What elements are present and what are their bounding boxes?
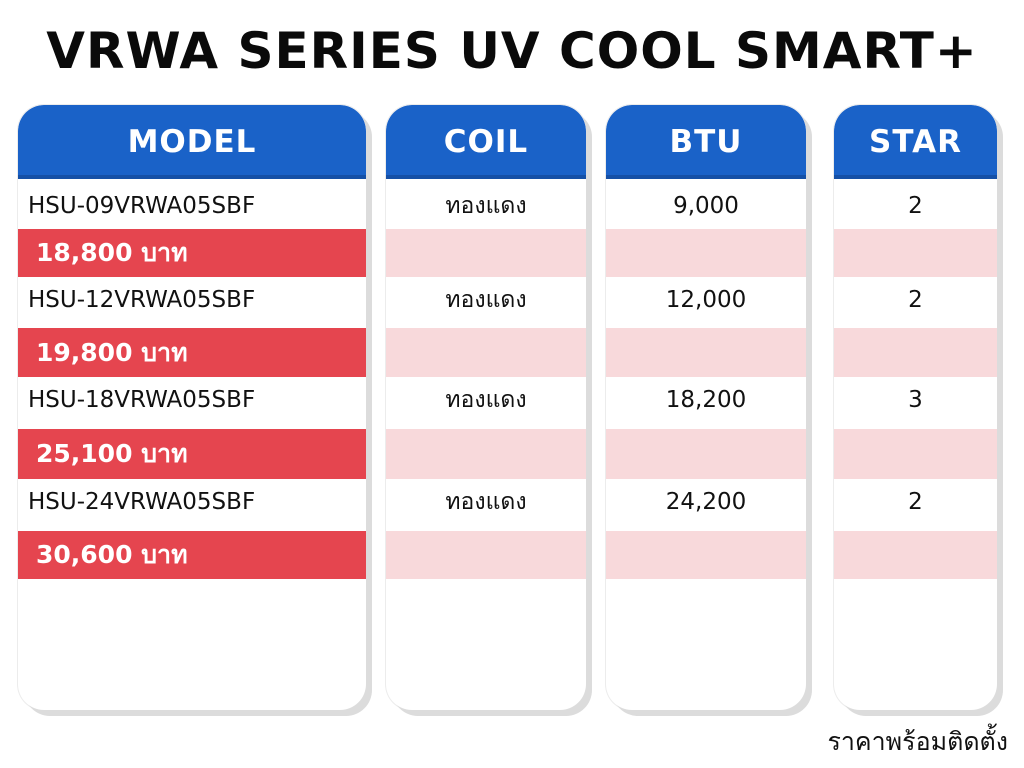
btu-column-header: BTU — [606, 105, 806, 179]
page-title: VRWA SERIES UV COOL SMART+ — [46, 22, 978, 80]
price-cell-2: 19,800 บาท — [18, 328, 366, 377]
model-cell-3: HSU-18VRWA05SBF — [28, 387, 256, 413]
coil-cell-3: ทองแดง — [445, 387, 527, 413]
model-cell-2: HSU-12VRWA05SBF — [28, 287, 256, 313]
model-column-header: MODEL — [18, 105, 366, 179]
coil-band-1 — [386, 229, 586, 277]
btu-cell-4: 24,200 — [665, 489, 747, 515]
btu-band-3 — [606, 429, 806, 479]
star-cell-4: 2 — [908, 489, 923, 515]
coil-cell-1: ทองแดง — [445, 193, 527, 219]
model-cell-4: HSU-24VRWA05SBF — [28, 489, 256, 515]
price-cell-4: 30,600 บาท — [18, 531, 366, 579]
star-column: STAR 2 2 3 2 — [834, 105, 997, 710]
coil-cell-2: ทองแดง — [445, 287, 527, 313]
footer-note: ราคาพร้อมติดตั้ง — [827, 727, 1008, 756]
coil-band-2 — [386, 328, 586, 377]
star-band-3 — [834, 429, 997, 479]
btu-cell-1: 9,000 — [673, 193, 739, 219]
star-band-1 — [834, 229, 997, 277]
btu-band-4 — [606, 531, 806, 579]
coil-band-4 — [386, 531, 586, 579]
model-cell-1: HSU-09VRWA05SBF — [28, 193, 256, 219]
coil-band-3 — [386, 429, 586, 479]
price-cell-3: 25,100 บาท — [18, 429, 366, 479]
price-cell-1: 18,800 บาท — [18, 229, 366, 277]
star-cell-2: 2 — [908, 287, 923, 313]
btu-band-2 — [606, 328, 806, 377]
star-cell-1: 2 — [908, 193, 923, 219]
btu-column: BTU 9,000 12,000 18,200 24,200 — [606, 105, 806, 710]
star-band-4 — [834, 531, 997, 579]
coil-cell-4: ทองแดง — [445, 489, 527, 515]
star-column-header: STAR — [834, 105, 997, 179]
btu-cell-3: 18,200 — [665, 387, 747, 413]
btu-cell-2: 12,000 — [665, 287, 747, 313]
star-cell-3: 3 — [908, 387, 923, 413]
btu-band-1 — [606, 229, 806, 277]
coil-column-header: COIL — [386, 105, 586, 179]
star-band-2 — [834, 328, 997, 377]
coil-column: COIL ทองแดง ทองแดง ทองแดง ทองแดง — [386, 105, 586, 710]
model-column: MODEL HSU-09VRWA05SBF 18,800 บาท HSU-12V… — [18, 105, 366, 710]
